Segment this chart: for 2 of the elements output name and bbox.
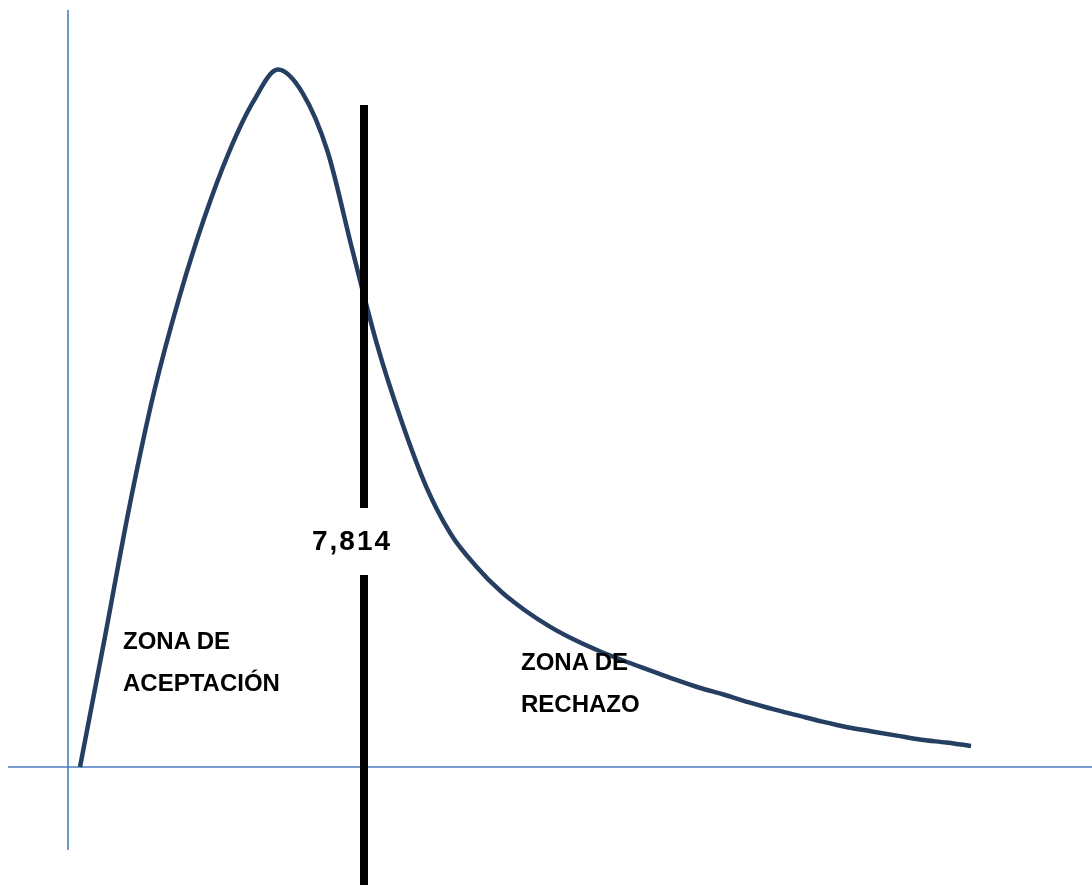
text: 7,814: [311, 525, 393, 556]
annotation: ZONA DE ACEPTACIÓN: [123, 626, 281, 698]
